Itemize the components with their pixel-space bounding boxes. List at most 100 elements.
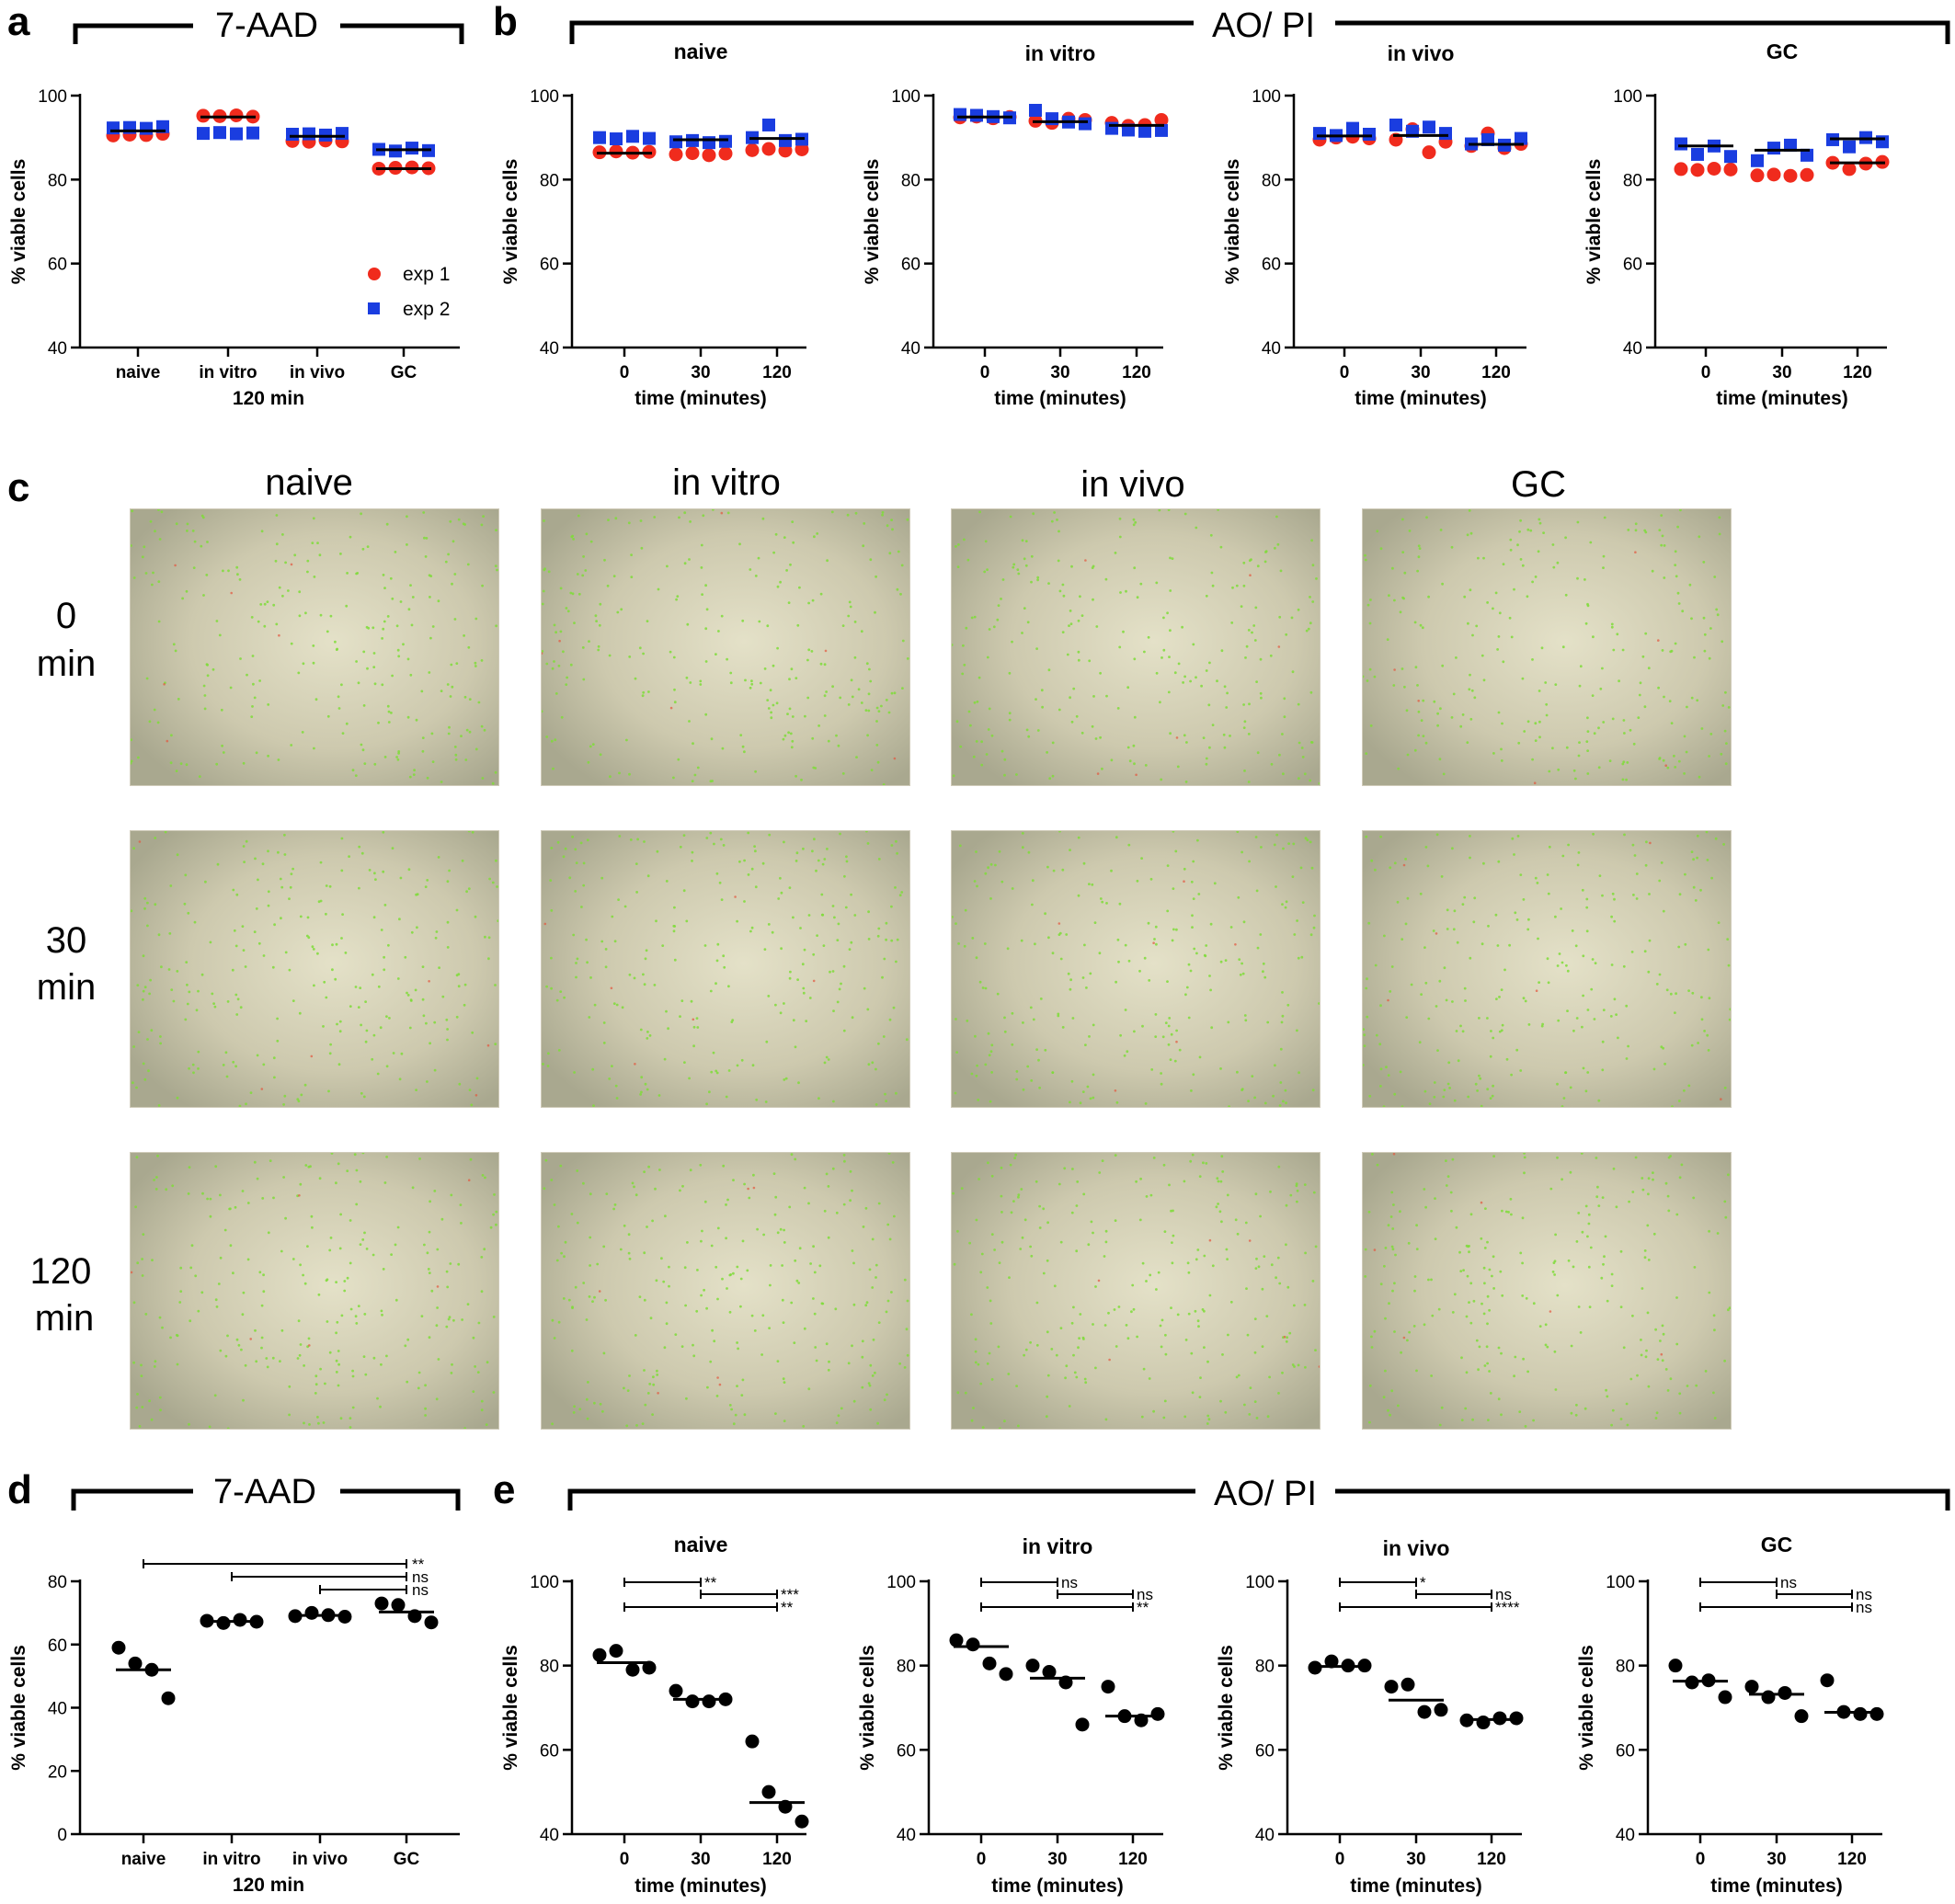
point-a-exp2 xyxy=(140,121,153,135)
point-b4-exp2 xyxy=(1675,137,1687,151)
point-b4-exp2 xyxy=(1876,135,1889,149)
point-d xyxy=(161,1691,176,1705)
chart-b1: 40 60 80 100 0 30 120 time (minutes) % viable ce… xyxy=(500,40,809,409)
image-row-label-30-unit: min xyxy=(37,967,96,1008)
point-b4-exp1 xyxy=(1723,162,1738,177)
chart-e4: 40 60 80 100 0 30 120 time (minutes) % viable ce… xyxy=(1576,1533,1884,1897)
point-d xyxy=(391,1598,406,1613)
panel-letter-c: c xyxy=(7,465,29,510)
point-b2-exp2 xyxy=(1155,123,1168,137)
x-tick-label-e1: 0 xyxy=(620,1850,630,1869)
point-b4-exp2 xyxy=(1691,147,1704,161)
x-tick-label-e1: 120 xyxy=(762,1850,792,1869)
point-b3-exp2 xyxy=(1363,128,1376,142)
point-b2-exp2 xyxy=(1029,103,1042,117)
point-b1-exp1 xyxy=(718,146,733,161)
sig-label-d: ns xyxy=(412,1568,429,1586)
x-tick-label-b3: 30 xyxy=(1411,363,1430,382)
y-label-d: % viable cells xyxy=(8,1645,29,1771)
y-tick-label-b4: 80 xyxy=(1623,171,1642,190)
y-tick-label-d: 60 xyxy=(48,1636,67,1656)
point-d xyxy=(128,1656,143,1670)
y-label-b3: % viable cells xyxy=(1222,159,1243,285)
chart-d: 0 20 40 60 80 naive in vitro in vivo GC 120 min % … xyxy=(8,1556,460,1896)
point-a-exp2 xyxy=(197,127,210,141)
x-tick-label-a: in vitro xyxy=(199,363,257,382)
chart-title-e1: naive xyxy=(674,1533,728,1556)
point-e3 xyxy=(1417,1704,1432,1719)
point-b1-exp1 xyxy=(685,146,700,161)
y-tick-label-b4: 60 xyxy=(1623,256,1642,275)
point-b3-exp2 xyxy=(1423,120,1435,134)
point-b1-exp1 xyxy=(669,147,683,162)
point-e2 xyxy=(949,1633,964,1647)
point-b1-exp1 xyxy=(761,142,776,156)
chart-title-b4: GC xyxy=(1766,40,1799,63)
bracket-label-aopi-bottom: AO/ PI xyxy=(1214,1475,1317,1513)
point-a-exp2 xyxy=(213,126,226,140)
y-tick-label-e1: 40 xyxy=(540,1826,559,1845)
point-b4-exp1 xyxy=(1842,162,1857,177)
x-tick-label-e2: 0 xyxy=(977,1850,987,1869)
image-col-label-in-vivo: in vivo xyxy=(1080,464,1184,505)
y-label-e1: % viable cells xyxy=(500,1645,521,1771)
y-tick-label-e4: 100 xyxy=(1606,1573,1635,1592)
micrograph-in-vitro-30min xyxy=(541,830,910,1108)
x-tick-label-e2: 30 xyxy=(1047,1850,1067,1869)
x-label-e1: time (minutes) xyxy=(635,1875,767,1897)
legend-label-exp2: exp 2 xyxy=(403,299,450,320)
x-tick-label-e1: 30 xyxy=(691,1850,710,1869)
y-tick-label-e4: 40 xyxy=(1616,1826,1635,1845)
point-b2-exp2 xyxy=(1138,124,1151,138)
point-a-exp2 xyxy=(303,127,315,141)
point-b2-exp2 xyxy=(954,108,966,121)
chart-e2: 40 60 80 100 0 30 120 time (minutes) % viable ce… xyxy=(857,1534,1165,1897)
micrograph-in-vitro-0min xyxy=(541,508,910,786)
x-tick-label-b2: 0 xyxy=(980,363,990,382)
x-label-b2: time (minutes) xyxy=(994,388,1126,409)
micrograph-gc-30min xyxy=(1362,830,1732,1108)
point-b1-exp1 xyxy=(778,143,793,158)
point-b1-exp2 xyxy=(719,134,732,148)
point-e2 xyxy=(999,1667,1013,1682)
point-e1 xyxy=(761,1784,776,1799)
y-tick-label-d: 80 xyxy=(48,1573,67,1592)
point-e4 xyxy=(1668,1659,1683,1673)
x-tick-label-b3: 0 xyxy=(1340,363,1350,382)
x-tick-label-e3: 120 xyxy=(1477,1850,1506,1869)
x-tick-label-a: in vivo xyxy=(290,363,345,382)
sig-label-e3: * xyxy=(1420,1574,1426,1591)
chart-b2: 40 60 80 100 0 30 120 time (minutes) % viable ce… xyxy=(862,41,1169,409)
point-d xyxy=(424,1615,439,1630)
image-row-label-0-unit: min xyxy=(37,644,96,684)
x-tick-label-e4: 0 xyxy=(1696,1850,1706,1869)
point-b1-exp2 xyxy=(762,118,775,131)
y-tick-label-d: 40 xyxy=(48,1700,67,1719)
y-tick-label-e3: 40 xyxy=(1255,1826,1275,1845)
point-e2 xyxy=(966,1637,980,1652)
point-e4 xyxy=(1853,1706,1868,1721)
y-tick-label-e4: 60 xyxy=(1616,1741,1635,1761)
x-label-d: 120 min xyxy=(233,1875,304,1896)
point-b1-exp2 xyxy=(610,132,623,146)
y-tick-label-b1: 80 xyxy=(540,171,559,190)
y-tick-label-b3: 80 xyxy=(1262,171,1281,190)
micrograph-in-vivo-30min xyxy=(951,830,1320,1108)
point-e3 xyxy=(1324,1654,1339,1669)
bracket-7aad-top xyxy=(73,23,464,44)
point-b2-exp2 xyxy=(970,108,983,122)
point-b2-exp2 xyxy=(1079,117,1092,131)
point-b1-exp2 xyxy=(643,131,656,145)
y-tick-label-b3: 100 xyxy=(1252,87,1281,107)
y-label-e2: % viable cells xyxy=(857,1645,878,1771)
sig-label-d: ** xyxy=(412,1556,425,1573)
chart-title-e2: in vitro xyxy=(1023,1534,1093,1558)
x-tick-label-e2: 120 xyxy=(1118,1850,1148,1869)
bracket-label-aopi-top: AO/ PI xyxy=(1212,6,1315,45)
point-e3 xyxy=(1401,1677,1415,1692)
micrograph-in-vivo-0min xyxy=(951,508,1320,786)
x-label-b3: time (minutes) xyxy=(1355,388,1487,409)
image-row-label-30-value: 30 xyxy=(46,920,87,961)
point-d xyxy=(233,1613,247,1627)
point-d xyxy=(374,1596,389,1611)
